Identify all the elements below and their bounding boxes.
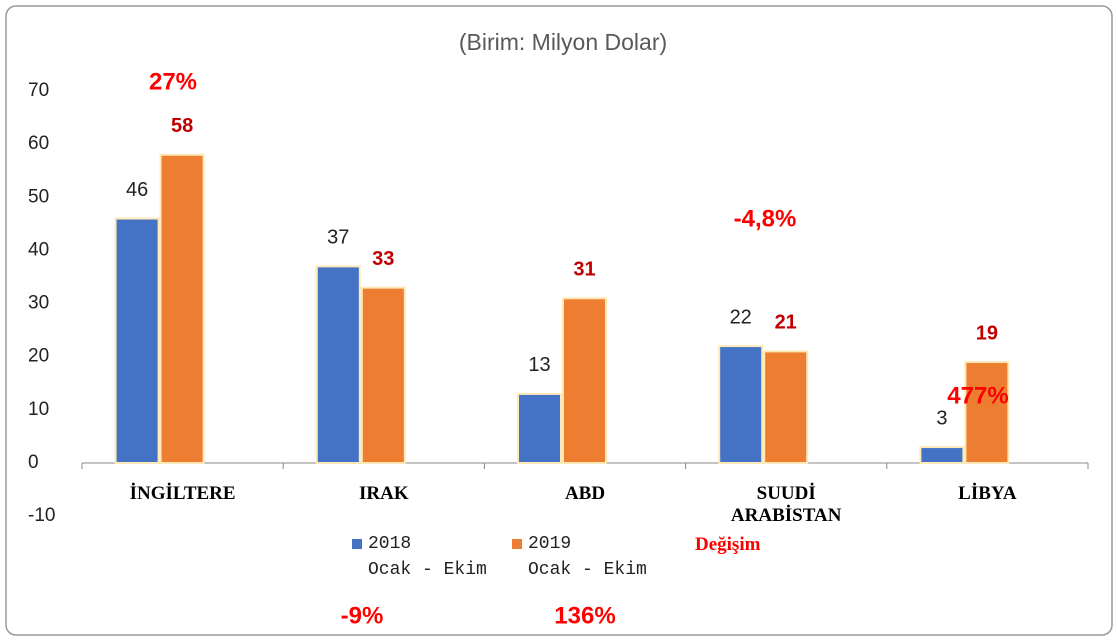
data-label: 58: [171, 115, 193, 137]
data-label: 46: [126, 179, 148, 201]
x-tick-label: İNGİLTERE: [129, 483, 236, 504]
bar: [517, 392, 562, 464]
data-label: 13: [528, 354, 550, 376]
x-tick-label: SUUDİ ARABİSTAN: [730, 483, 842, 526]
chart-title: (Birim: Milyon Dolar): [459, 29, 667, 55]
legend-swatch: [352, 539, 362, 549]
annotation: 27%: [149, 68, 197, 95]
x-tick-label: ABD: [564, 483, 606, 504]
bar: [718, 345, 764, 465]
data-label: 37: [327, 227, 349, 249]
y-tick-label: 10: [28, 399, 49, 420]
data-label: 31: [573, 259, 595, 281]
bar: [964, 361, 1010, 464]
bar: [360, 286, 406, 464]
bar: [562, 297, 607, 464]
data-label: 33: [372, 248, 394, 270]
x-tick-label: IRAK: [358, 483, 409, 504]
legend-swatch: [512, 539, 522, 549]
y-tick-label: -10: [28, 505, 55, 526]
y-tick-label: 70: [28, 80, 49, 101]
data-label: 19: [976, 322, 998, 344]
bar: [919, 446, 965, 465]
bar: [114, 217, 160, 464]
legend-label: 2019 Ocak - Ekim: [528, 534, 647, 580]
annotation: 477%: [947, 382, 1008, 409]
bar: [763, 350, 809, 465]
data-label: 22: [730, 306, 752, 328]
data-label: 21: [775, 312, 797, 334]
data-label: 3: [936, 407, 947, 429]
bar: [159, 153, 205, 464]
legend-label: Değişim: [695, 534, 761, 555]
y-tick-label: 40: [28, 239, 49, 260]
annotation: -4,8%: [734, 205, 797, 232]
annotation: 136%: [554, 602, 615, 629]
bar: [315, 265, 361, 464]
chart-border: [5, 5, 1113, 636]
legend-label: 2018 Ocak - Ekim: [368, 534, 487, 580]
y-tick-label: 0: [28, 452, 39, 473]
annotation: -9%: [341, 602, 384, 629]
y-tick-label: 60: [28, 133, 49, 154]
y-tick-label: 50: [28, 186, 49, 207]
x-tick-label: LİBYA: [958, 483, 1017, 504]
y-tick-label: 30: [28, 293, 49, 314]
y-tick-label: 20: [28, 346, 49, 367]
